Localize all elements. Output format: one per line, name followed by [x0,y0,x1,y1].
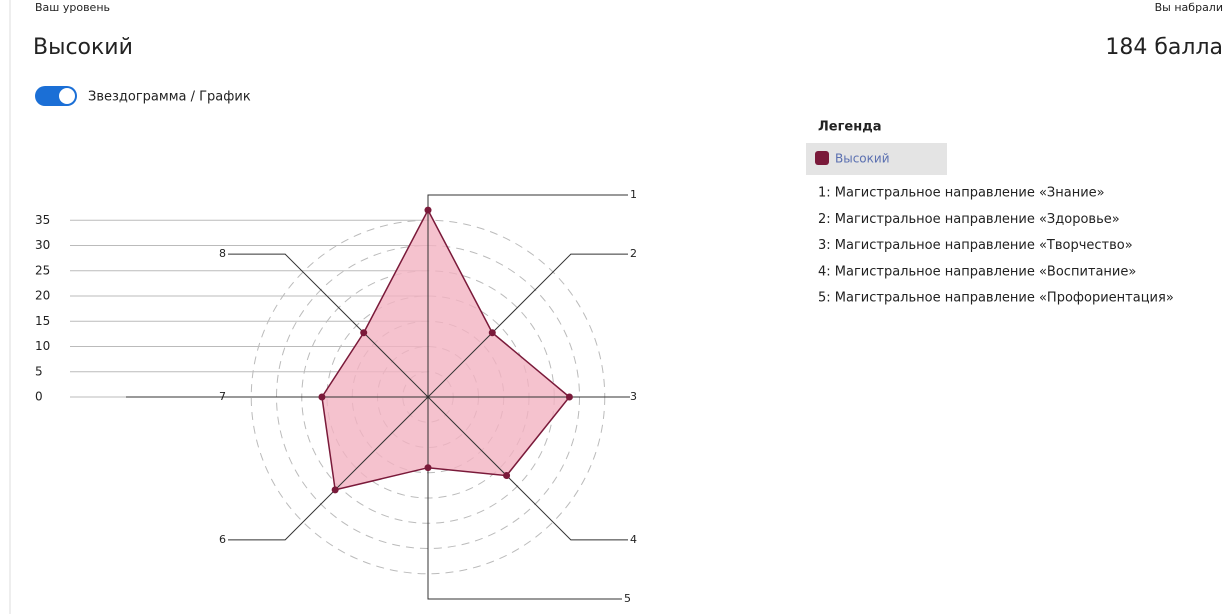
y-tick-label: 10 [35,339,50,353]
toggle-knob [59,88,75,104]
legend-entry-bg[interactable] [806,143,947,175]
point [360,329,368,337]
score: 184 балла [1105,35,1223,60]
axis-label: 2 [630,247,637,260]
level: Высокий [33,35,133,60]
toggle-label: Звездограмма / График [88,90,251,105]
level-label: Ваш уровень [35,1,110,14]
y-tick-label: 30 [35,238,50,252]
point [488,329,496,337]
legend-swatch [815,151,829,165]
point [424,206,432,214]
axis-line [228,396,429,541]
y-tick-label: 0 [35,390,43,404]
axis-label: 4 [630,533,637,546]
legend-item: 3: Магистральное направление «Творчество… [818,238,1133,253]
y-tick-label: 5 [35,364,43,378]
axis-label: 7 [219,390,226,403]
legend-entry: Высокий [835,152,890,166]
legend-item: 5: Магистральное направление «Профориент… [818,291,1174,306]
point [424,464,432,472]
axis-label: 6 [219,533,226,546]
axis-line [427,253,628,398]
axis-label: 1 [630,188,637,201]
y-tick-label: 15 [35,314,50,328]
axis-line [427,194,628,397]
legend-title: Легенда [818,120,881,135]
axis-label: 8 [219,247,226,260]
y-tick-label: 35 [35,213,50,227]
legend-item: 2: Магистральное направление «Здоровье» [818,212,1120,227]
axis-label: 5 [624,592,631,605]
y-tick-label: 20 [35,289,50,303]
point [503,472,511,480]
legend-item: 4: Магистральное направление «Воспитание… [818,264,1136,279]
y-tick-label: 25 [35,263,50,277]
axis-label: 3 [630,390,637,403]
score-label: Вы набрали [1155,1,1223,14]
axis-line [228,253,429,398]
legend-item: 1: Магистральное направление «Знание» [818,186,1105,201]
point [331,486,339,494]
axis-line [427,396,628,541]
point [318,393,326,401]
radar-area [321,208,571,491]
point [565,393,573,401]
